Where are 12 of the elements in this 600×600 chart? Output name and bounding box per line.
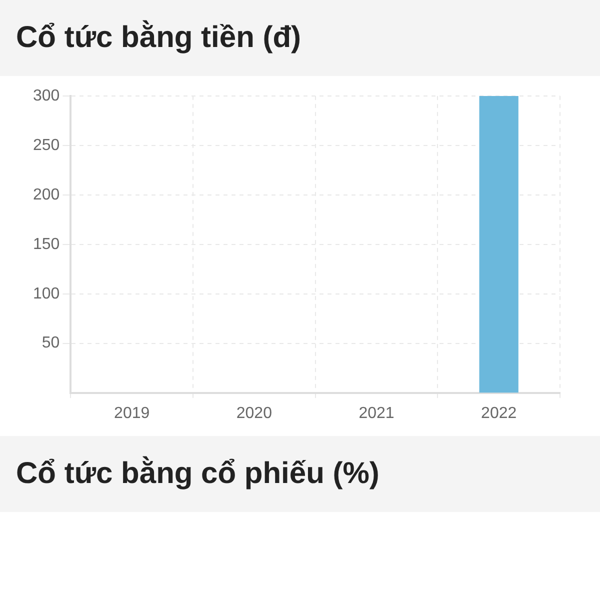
x-tick-label: 2020 — [236, 404, 272, 422]
y-tick-label: 100 — [32, 285, 60, 302]
y-tick-label: 150 — [32, 236, 60, 253]
y-tick-label: 200 — [32, 186, 60, 204]
y-tick-label: 300 — [32, 87, 60, 104]
chart-title: Cổ tức bằng tiền (đ) — [0, 0, 600, 76]
text: Cổ tức bằng cổ phiếu (%) — [0, 436, 600, 512]
x-tick-label: 2021 — [358, 404, 394, 422]
y-tick-label: 50 — [42, 334, 60, 352]
x-tick-label: 2022 — [481, 404, 517, 422]
y-tick-label: 250 — [32, 136, 60, 154]
x-tick-label: 2019 — [114, 404, 150, 422]
